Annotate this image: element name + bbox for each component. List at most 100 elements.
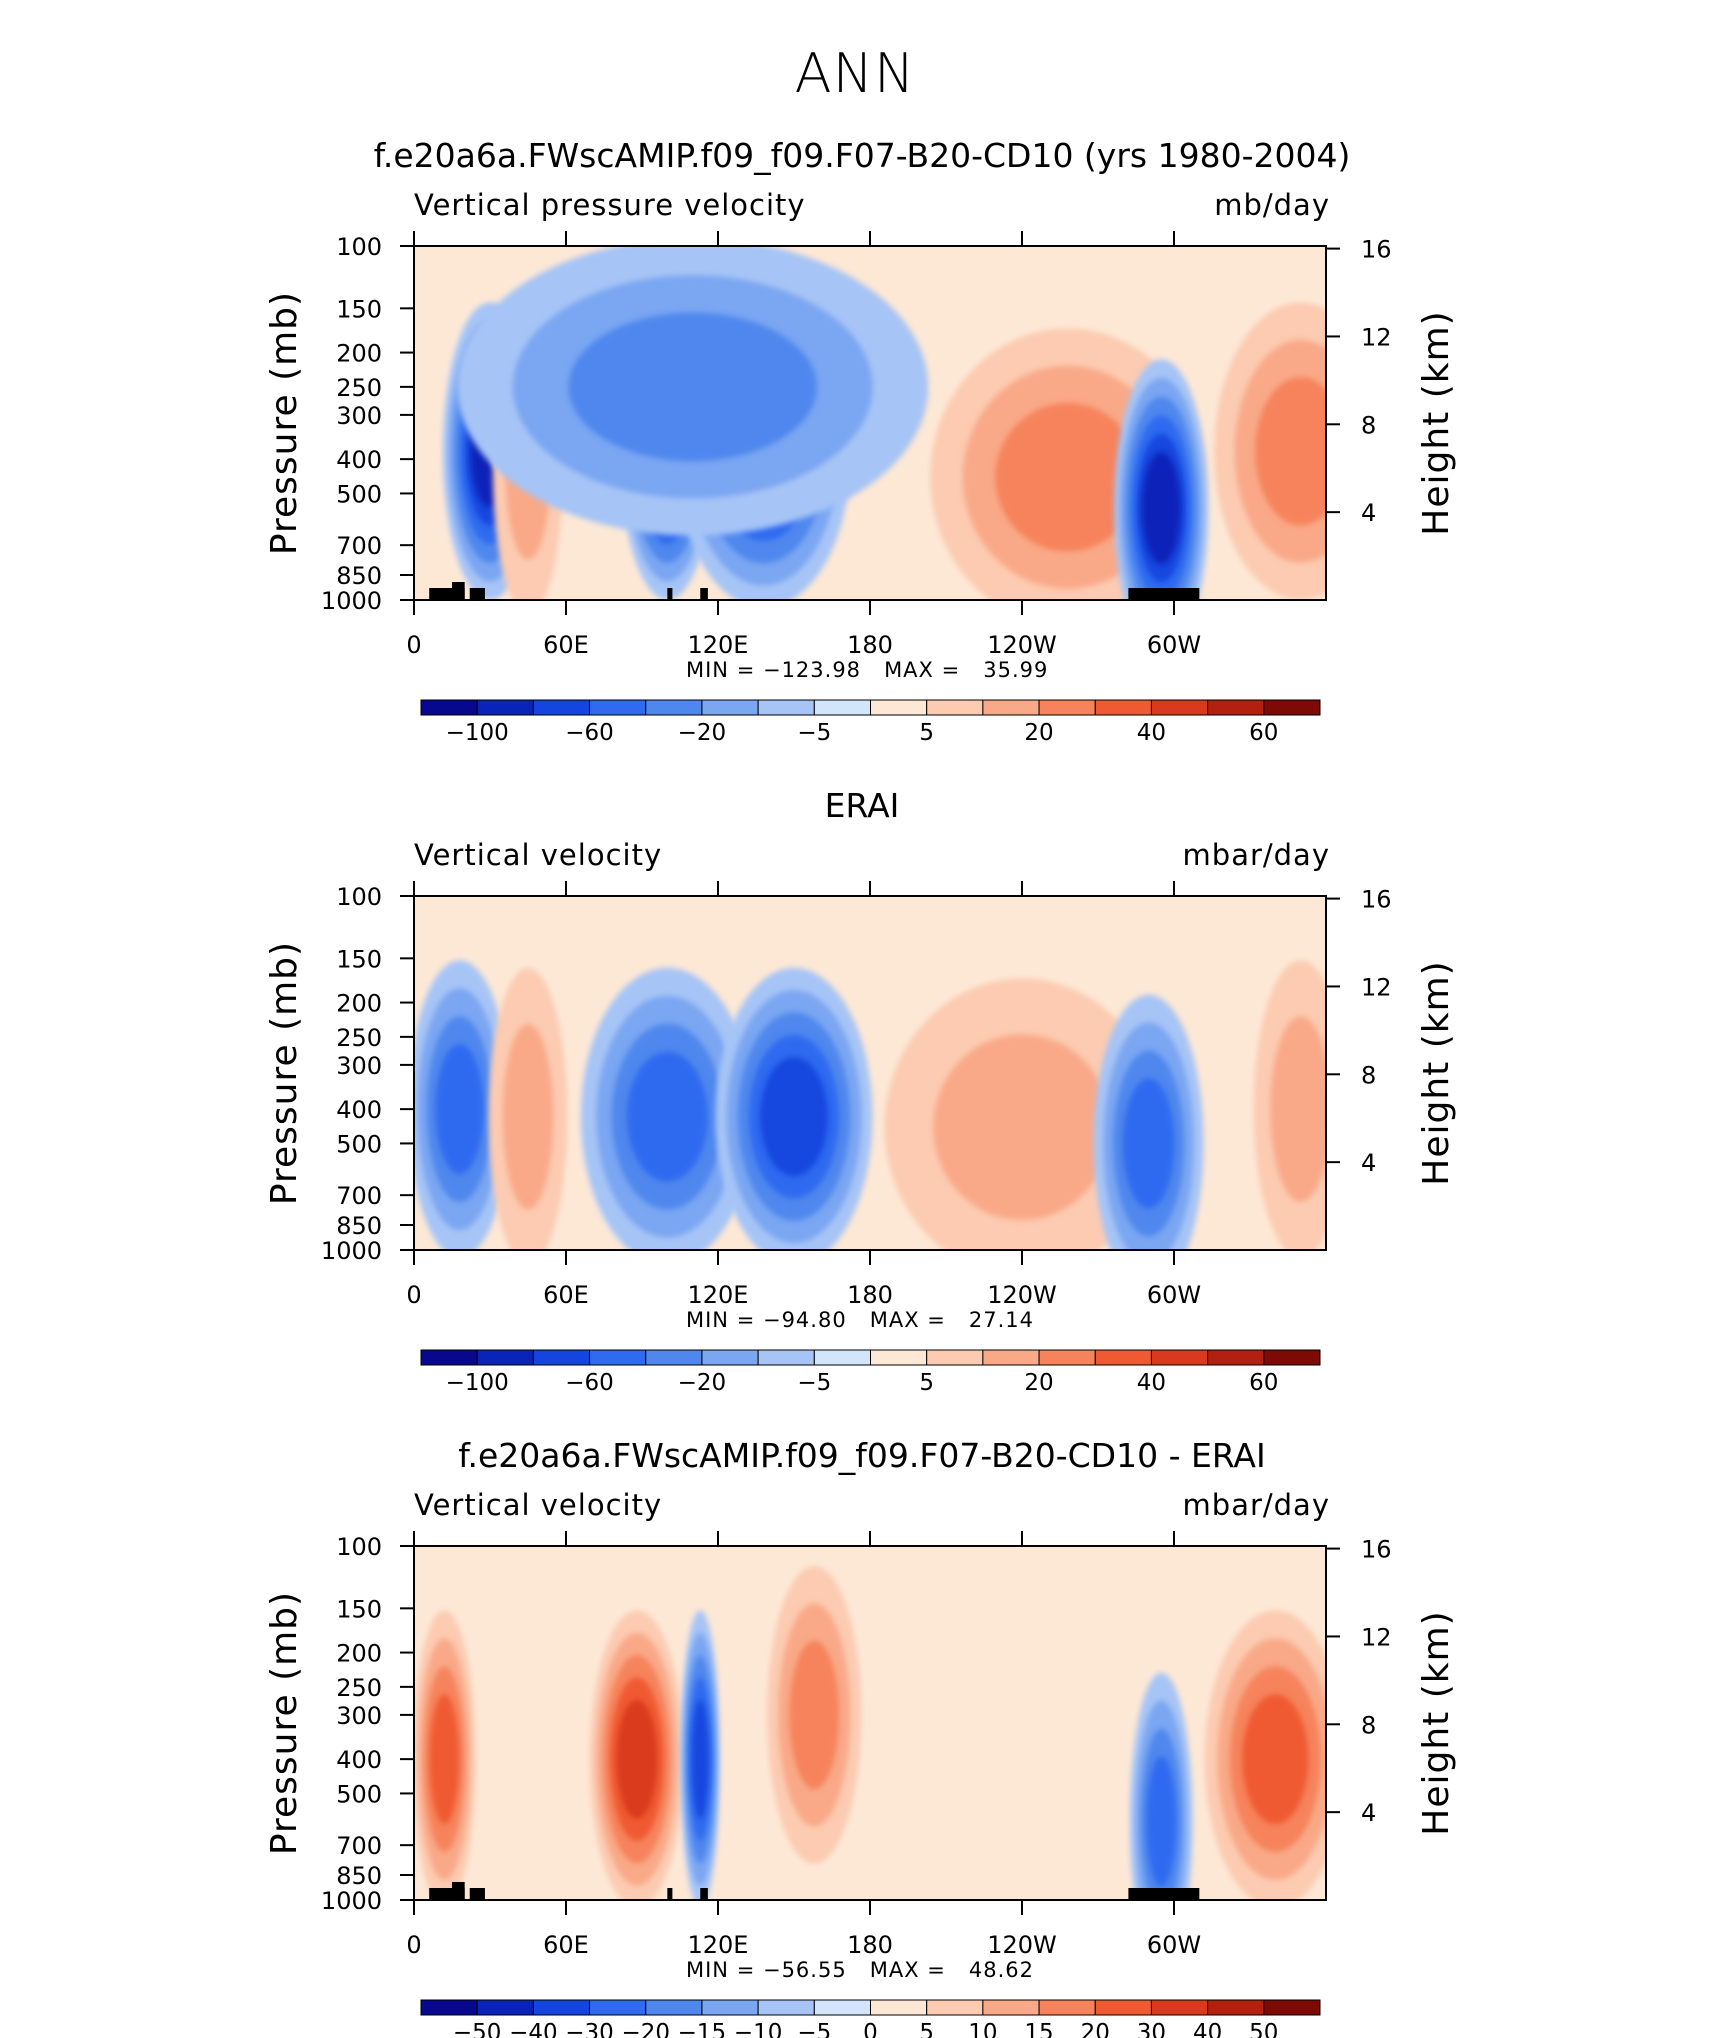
field-layer	[414, 896, 1326, 1250]
height-tick-label: 12	[1361, 1623, 1392, 1651]
colorbar-swatch	[645, 1349, 703, 1366]
colorbar-swatch	[1150, 699, 1209, 716]
colorbar-label: −20	[678, 1370, 727, 1396]
y2-axis-title: Height (km)	[1416, 960, 1457, 1185]
longitude-tick-label: 60W	[1147, 631, 1201, 659]
pressure-tick-label: 200	[336, 990, 382, 1018]
colorbar-swatch	[701, 1999, 759, 2016]
height-tick-label: 4	[1361, 499, 1376, 527]
contour-fill	[1142, 452, 1181, 564]
longitude-tick-label: 60W	[1147, 1281, 1201, 1309]
longitude-tick-label: 120W	[987, 1281, 1057, 1309]
min-max-label: MIN = −123.98 MAX = 35.99	[686, 658, 1049, 682]
longitude-tick-label: 60E	[543, 1931, 589, 1959]
colorbar-swatch	[476, 1999, 534, 2016]
longitude-tick-label: 120E	[688, 1931, 749, 1959]
colorbar-label: 50	[1249, 2020, 1278, 2038]
colorbar-swatch	[1094, 699, 1152, 716]
pressure-tick-label: 850	[336, 1862, 382, 1890]
contour-fill	[1242, 1694, 1309, 1825]
contour-fill	[626, 1051, 708, 1182]
topography-block	[1128, 588, 1200, 600]
pressure-tick-label: 1000	[321, 1237, 382, 1265]
pressure-tick-label: 100	[336, 883, 382, 911]
height-tick-label: 12	[1361, 973, 1392, 1001]
colorbar-swatch	[1150, 1999, 1209, 2016]
colorbar-swatch	[1038, 1999, 1096, 2016]
colorbar-swatch	[1038, 1349, 1096, 1366]
panel-observation: ERAI Vertical velocity mbar/day 100 150 20…	[0, 780, 1710, 1420]
colorbar-label: −100	[446, 1370, 509, 1396]
colorbar-swatch	[1263, 699, 1321, 716]
pressure-tick-label: 150	[336, 945, 382, 973]
pressure-tick-label: 100	[336, 233, 382, 261]
colorbar-label: −20	[678, 720, 727, 746]
pressure-tick-label: 850	[336, 562, 382, 590]
contour-fill	[1122, 1078, 1175, 1209]
colorbar-swatch	[645, 699, 703, 716]
y2-axis-title: Height (km)	[1416, 310, 1457, 535]
y2-axis-title: Height (km)	[1416, 1610, 1457, 1835]
topography-block	[700, 1888, 708, 1900]
pressure-tick-label: 150	[336, 1595, 382, 1623]
colorbar-label: −20	[621, 2020, 670, 2038]
panel-model: f.e20a6a.FWscAMIP.f09_f09.F07-B20-CD10 (…	[0, 130, 1710, 770]
longitude-tick-label: 120E	[688, 1281, 749, 1309]
pressure-tick-label: 300	[336, 402, 382, 430]
longitude-tick-label: 60W	[1147, 1931, 1201, 1959]
colorbar-label: −60	[565, 1370, 614, 1396]
colorbar-swatch	[532, 699, 591, 716]
colorbar-swatch	[645, 1999, 703, 2016]
colorbar-swatch	[926, 1349, 984, 1366]
colorbar-swatch	[701, 1349, 759, 1366]
colorbar-swatch	[701, 699, 759, 716]
colorbar-label: 5	[919, 720, 934, 746]
colorbar-swatch	[757, 1349, 815, 1366]
colorbar-swatch	[757, 1999, 815, 2016]
longitude-tick-label: 0	[406, 631, 421, 659]
topography-block	[452, 582, 465, 600]
longitude-tick-label: 180	[847, 1281, 893, 1309]
colorbar-label: 20	[1024, 1370, 1053, 1396]
colorbar-label: −30	[565, 2020, 614, 2038]
colorbar-swatch	[926, 1999, 984, 2016]
pressure-tick-label: 150	[336, 295, 382, 323]
colorbar-swatch	[1207, 699, 1265, 716]
colorbar-label: 40	[1137, 1370, 1166, 1396]
colorbar-label: 15	[1024, 2020, 1053, 2038]
contour-fill	[933, 1034, 1111, 1221]
contour-fill	[995, 402, 1140, 552]
longitude-tick-label: 120W	[987, 631, 1057, 659]
topography-block	[1128, 1888, 1200, 1900]
topography-block	[700, 588, 708, 600]
colorbar-label: 20	[1081, 2020, 1110, 2038]
colorbar-swatch	[757, 699, 815, 716]
colorbar-swatch	[813, 1349, 871, 1366]
pressure-tick-label: 700	[336, 1182, 382, 1210]
height-tick-label: 16	[1361, 886, 1392, 914]
height-tick-label: 8	[1361, 411, 1376, 439]
colorbar-swatch	[420, 699, 478, 716]
colorbar-swatch	[476, 1349, 534, 1366]
colorbar-swatch	[532, 1349, 591, 1366]
pressure-tick-label: 400	[336, 1746, 382, 1774]
colorbar-swatch	[1038, 699, 1096, 716]
colorbar-swatch	[982, 699, 1040, 716]
colorbar-label: 40	[1137, 720, 1166, 746]
colorbar-swatch	[1263, 1999, 1321, 2016]
panel-title: ERAI	[824, 786, 900, 825]
longitude-tick-label: 180	[847, 631, 893, 659]
pressure-tick-label: 300	[336, 1052, 382, 1080]
height-tick-label: 12	[1361, 323, 1392, 351]
colorbar-swatch	[813, 1999, 871, 2016]
colorbar-swatch	[420, 1999, 478, 2016]
colorbar-swatch	[1207, 1999, 1265, 2016]
panel-title: f.e20a6a.FWscAMIP.f09_f09.F07-B20-CD10 (…	[373, 136, 1351, 175]
colorbar-label: 20	[1024, 720, 1053, 746]
page-title: ANN	[794, 42, 916, 105]
pressure-tick-label: 100	[336, 1533, 382, 1561]
colorbar-swatch	[476, 699, 534, 716]
height-tick-label: 16	[1361, 236, 1392, 264]
